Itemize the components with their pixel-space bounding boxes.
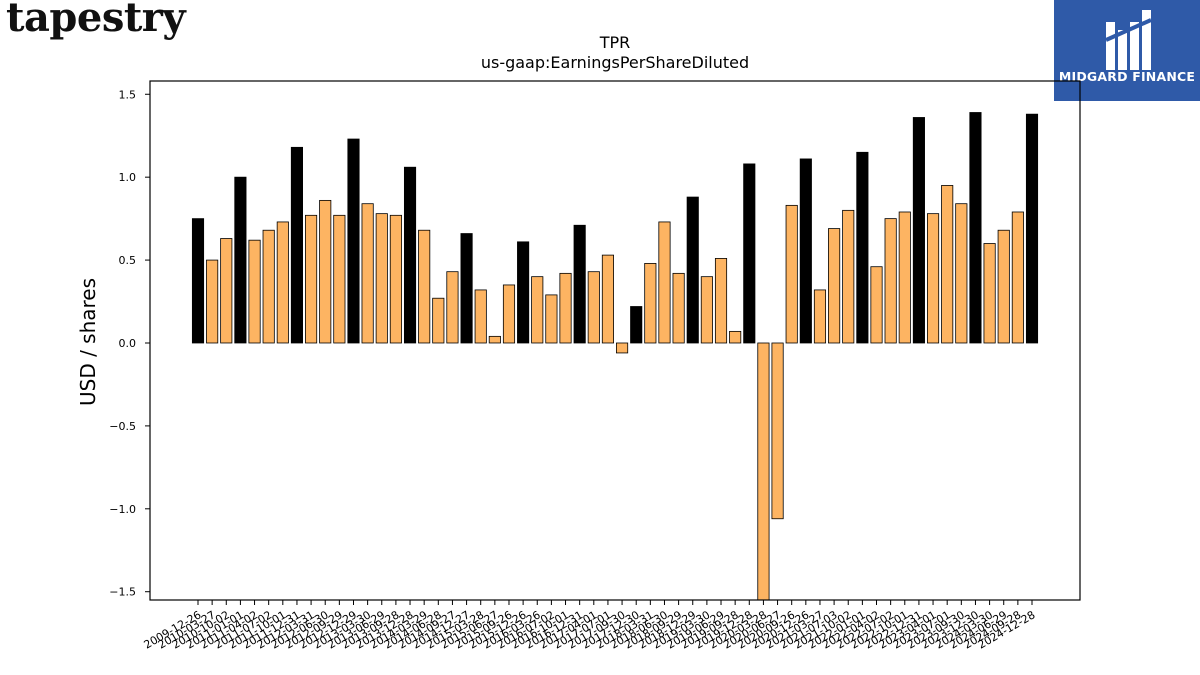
bar-quarterly (813, 289, 827, 344)
bar-quarterly (1011, 211, 1024, 344)
bar-quarterly (785, 204, 798, 344)
y-tick-label: 1.5 (119, 88, 137, 101)
chart-title: TPR (599, 33, 631, 52)
bar-quarterly (842, 209, 855, 344)
bar-quarterly (502, 284, 516, 344)
bar-quarterly (474, 289, 487, 344)
bar-quarterly (898, 211, 911, 344)
bar-quarterly (276, 221, 289, 344)
bar-quarterly (828, 228, 841, 344)
bar-annual (969, 112, 982, 344)
partner-name: MIDGARD FINANCE (1058, 69, 1196, 84)
bar-quarterly (488, 335, 501, 344)
bar-quarterly (870, 266, 883, 344)
bar-quarterly (771, 342, 784, 520)
y-tick-label: −0.5 (109, 420, 136, 433)
bar-annual (234, 176, 247, 344)
bar-annual (630, 306, 643, 344)
bar-quarterly (361, 203, 374, 344)
bar-quarterly (927, 213, 940, 344)
bar-quarterly (305, 214, 318, 344)
bar-quarterly (206, 259, 219, 344)
bar-annual (517, 241, 530, 344)
bar-quarterly (757, 342, 770, 601)
bar-quarterly (714, 258, 728, 344)
bar-annual (799, 158, 812, 344)
y-tick-label: −1.5 (109, 586, 136, 599)
partner-logo-icon (1105, 10, 1152, 70)
bar-quarterly (941, 185, 954, 344)
y-tick-label: −1.0 (109, 503, 136, 516)
bar-annual (191, 218, 205, 344)
partner-badge: MIDGARD FINANCE (1054, 0, 1200, 101)
bar-annual (912, 117, 925, 344)
bar-annual (403, 166, 417, 344)
bar-quarterly (531, 276, 544, 344)
bar-quarterly (672, 272, 685, 344)
y-axis-label: USD / shares (76, 278, 100, 406)
brand-logo: tapestry (6, 0, 186, 41)
bar-quarterly (333, 214, 346, 344)
bar-quarterly (658, 221, 671, 344)
bar-quarterly (432, 297, 445, 344)
bar-quarterly (601, 254, 614, 344)
bar-quarterly (559, 272, 572, 344)
bar-quarterly (389, 214, 402, 344)
bar-annual (686, 196, 699, 344)
bar-quarterly (446, 271, 459, 344)
bar-quarterly (587, 271, 600, 344)
bar-quarterly (644, 262, 657, 344)
bar-quarterly (220, 238, 233, 344)
bar-quarterly (545, 294, 558, 344)
bar-quarterly (262, 229, 275, 344)
bar-quarterly (418, 229, 431, 344)
plot-frame (149, 80, 1081, 601)
y-tick-label: 1.0 (119, 171, 137, 184)
bar-annual (856, 151, 869, 344)
bar-annual (573, 224, 586, 344)
bar-quarterly (375, 213, 388, 344)
bar-quarterly (983, 243, 996, 344)
bar-quarterly (616, 342, 629, 354)
bar-quarterly (955, 203, 968, 344)
bar-quarterly (884, 218, 897, 344)
bar-annual (460, 233, 473, 344)
bar-annual (743, 163, 756, 344)
bar-quarterly (729, 330, 742, 344)
bar-quarterly (700, 276, 713, 344)
chart-subtitle: us-gaap:EarningsPerShareDiluted (481, 53, 749, 72)
bar-quarterly (997, 229, 1010, 344)
bar-annual (290, 146, 304, 344)
bar-quarterly (319, 199, 332, 344)
y-tick-label: 0.0 (119, 337, 137, 350)
bar-annual (1025, 113, 1039, 344)
bar-annual (347, 138, 360, 344)
y-tick-label: 0.5 (119, 254, 137, 267)
bar-quarterly (248, 239, 261, 344)
